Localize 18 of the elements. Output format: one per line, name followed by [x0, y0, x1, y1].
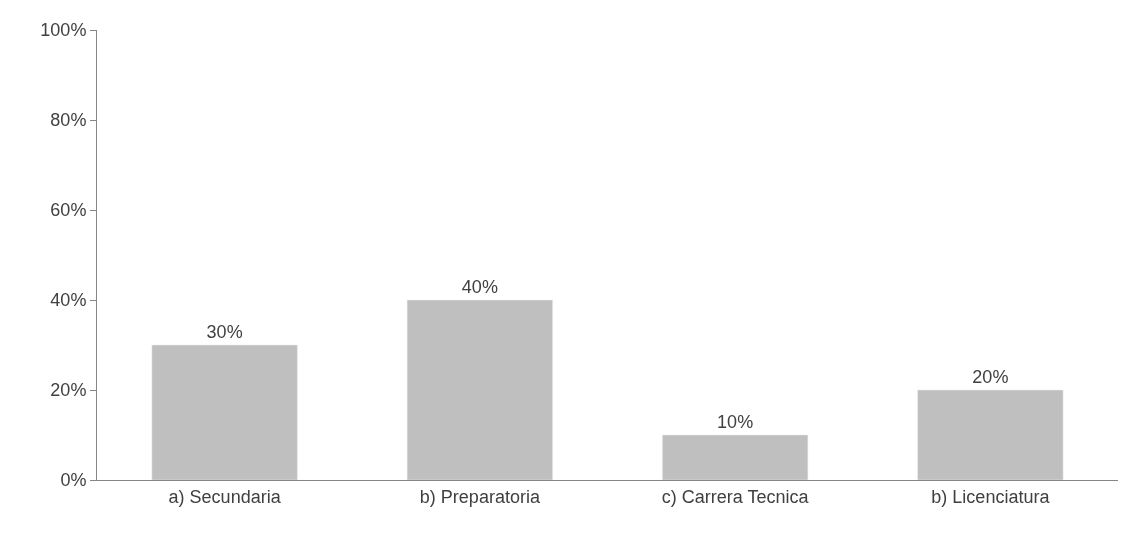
bar	[917, 389, 1064, 480]
data-label: 30%	[206, 322, 243, 342]
y-tick-label: 40%	[50, 290, 87, 311]
y-tick-label: 100%	[40, 20, 87, 41]
bar	[151, 344, 298, 480]
x-tick-label: a) Secundaria	[168, 486, 282, 507]
data-label: 40%	[461, 277, 498, 297]
y-tick-label: 60%	[50, 200, 87, 221]
bar	[406, 299, 553, 480]
bar	[662, 434, 809, 480]
x-tick-label: b) Licenciatura	[931, 486, 1051, 507]
x-tick-label: c) Carrera Tecnica	[661, 486, 810, 507]
data-label: 10%	[717, 412, 754, 432]
x-tick-label: b) Preparatoria	[419, 486, 541, 507]
y-tick-label: 80%	[50, 110, 87, 131]
data-label: 20%	[972, 367, 1009, 387]
y-tick-label: 0%	[60, 470, 87, 491]
y-tick-label: 20%	[50, 380, 87, 401]
